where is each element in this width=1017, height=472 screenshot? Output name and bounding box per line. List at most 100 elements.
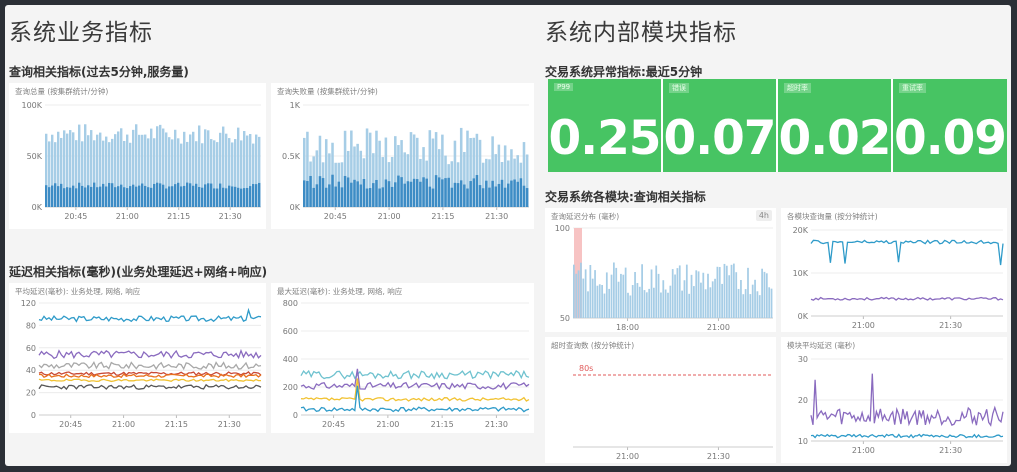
latency-distribution-chart: 50 100 18:00 21:00	[555, 224, 773, 332]
bar	[704, 289, 707, 318]
panel-module-query-volume[interactable]: 各模块查询量 (按分钟统计) 0K 10K 20K 21:00 21:30	[781, 208, 1007, 332]
bar-segment	[75, 188, 78, 207]
bar	[615, 267, 618, 318]
bar	[390, 156, 394, 207]
bar	[469, 138, 472, 207]
bar	[243, 131, 246, 207]
bar-segment	[356, 181, 359, 207]
bar	[174, 129, 177, 207]
panel-title: 查询总量 (按集群统计/分钟)	[15, 87, 109, 96]
bar	[189, 134, 192, 207]
bar	[222, 126, 225, 207]
bar	[700, 282, 702, 318]
bar	[171, 139, 174, 207]
bar	[240, 140, 243, 207]
panel-latency-distribution[interactable]: 查询延迟分布 (毫秒) 4h 50 100 18:00 21:00	[545, 208, 776, 332]
stat-errors[interactable]: 错误 0.07	[663, 79, 778, 172]
bar-segment	[162, 184, 165, 207]
panel-avg-latency[interactable]: 平均延迟(毫秒): 业务处理, 网络, 响应 0 20 40 60 80 120 20:45…	[9, 283, 266, 433]
bar-segment	[189, 183, 192, 207]
y-tick-label: 50K	[27, 152, 43, 161]
x-tick-label: 21:30	[485, 420, 508, 429]
bar	[737, 288, 740, 318]
x-tick-label: 21:30	[939, 446, 962, 455]
bar-segment	[72, 185, 75, 207]
bar-segment	[258, 182, 261, 207]
series-line	[38, 373, 262, 379]
stat-p99[interactable]: P99 0.25	[548, 79, 663, 172]
bar-segment	[213, 188, 216, 207]
panel-module-latency[interactable]: 模块平均延迟 (毫秒) 10 20 30 21:00 21:30	[781, 337, 1007, 463]
bar	[522, 142, 526, 207]
bar	[428, 130, 432, 207]
bar	[466, 130, 469, 207]
bar-segment	[240, 188, 243, 207]
bar-segment	[519, 178, 523, 207]
bar	[78, 124, 81, 207]
y-tick-label: 60	[26, 344, 36, 353]
panel-timeout-queries[interactable]: 超时查询数 (按分钟统计) 21:00 21:30 80s	[545, 337, 776, 463]
stat-timeouts[interactable]: 超时率 0.02	[778, 79, 893, 172]
bar-segment	[343, 175, 347, 207]
query-failures-chart: 0K 0.5K 1K 20:45 21:00 21:15 21:30	[282, 101, 529, 221]
query-volume-chart: 0K 50K 100K 20:45 21:00 21:15 21:30	[21, 101, 261, 221]
bar-segment	[475, 175, 479, 207]
bar-segment	[500, 179, 504, 207]
bar	[683, 280, 686, 318]
bar	[653, 287, 655, 318]
y-tick-label: 30	[798, 355, 808, 364]
bar	[742, 294, 745, 318]
bar	[662, 280, 665, 318]
bar	[620, 273, 622, 318]
bar-segment	[362, 179, 366, 207]
bar-segment	[81, 185, 84, 207]
bar	[416, 137, 419, 207]
x-tick-label: 21:15	[165, 420, 188, 429]
bar	[183, 131, 186, 207]
bar	[627, 292, 629, 318]
bar-segment	[48, 187, 51, 207]
bar	[306, 131, 309, 207]
bar	[756, 291, 759, 318]
panel-query-failures[interactable]: 查询失败量 (按集群统计/分钟) 0K 0.5K 1K 20:45 21:00 21:15…	[271, 83, 534, 229]
series-line	[38, 348, 262, 360]
bar	[156, 126, 159, 207]
bar	[234, 139, 237, 207]
bar	[201, 143, 204, 207]
time-range-badge[interactable]: 4h	[755, 210, 772, 221]
bar-segment	[93, 182, 96, 207]
threshold-label: 80s	[579, 364, 593, 373]
bar-segment	[204, 184, 207, 207]
bar-segment	[63, 188, 66, 207]
bar	[434, 132, 438, 207]
x-tick-label: 21:30	[218, 420, 241, 429]
bar	[587, 291, 589, 318]
bar	[645, 292, 648, 318]
bar	[676, 268, 679, 318]
bar	[497, 144, 501, 207]
stat-label: 重试率	[899, 83, 926, 93]
panel-title: 平均延迟(毫秒): 业务处理, 网络, 响应	[15, 287, 141, 296]
bar	[138, 134, 141, 207]
bar-segment	[394, 182, 397, 207]
bar	[48, 141, 51, 207]
panel-max-latency[interactable]: 最大延迟(毫秒): 业务处理, 网络, 响应 0 200 400 600 800 20:4…	[271, 283, 534, 433]
bar-segment	[243, 188, 246, 207]
series-line	[810, 296, 1004, 301]
bar	[608, 288, 611, 318]
bar	[740, 280, 742, 318]
bar	[237, 127, 240, 207]
bar-segment	[219, 183, 222, 207]
bar-segment	[453, 182, 457, 207]
bar	[63, 130, 66, 207]
bar	[751, 284, 754, 318]
bar	[598, 284, 601, 318]
bar	[153, 138, 156, 207]
bar	[84, 124, 87, 207]
bar-segment	[141, 183, 144, 207]
bar-segment	[318, 176, 322, 207]
bar-segment	[359, 184, 363, 207]
panel-query-volume[interactable]: 查询总量 (按集群统计/分钟) 0K 50K 100K 20:45 21:00 21:15…	[9, 83, 266, 229]
stat-retries[interactable]: 重试率 0.09	[893, 79, 1007, 172]
stat-band: P99 0.25 错误 0.07 超时率 0.02 重试率 0.09	[548, 79, 1007, 172]
